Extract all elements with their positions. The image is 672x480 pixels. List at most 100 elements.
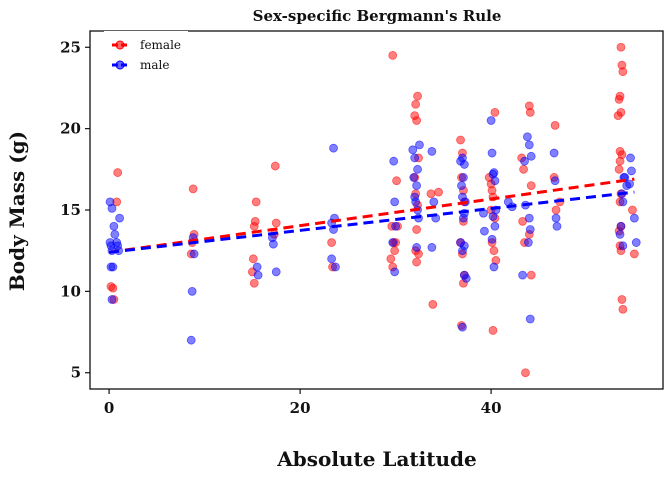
male-point-87 xyxy=(518,270,528,280)
male-point-80 xyxy=(524,140,534,150)
male-point-101 xyxy=(616,221,626,231)
male-point-19 xyxy=(253,270,263,280)
male-point-23 xyxy=(329,143,338,153)
male-point-45 xyxy=(427,147,437,156)
trend-line-male xyxy=(108,190,635,254)
female-point-40 xyxy=(412,257,422,267)
male-point-78 xyxy=(520,156,529,166)
male-point-32 xyxy=(388,238,398,247)
male-point-89 xyxy=(551,213,561,223)
female-point-15 xyxy=(270,161,280,171)
male-point-35 xyxy=(410,153,420,163)
x-axis-title: Absolute Latitude xyxy=(276,447,477,471)
male-point-74 xyxy=(487,234,497,244)
plot-frame xyxy=(89,30,664,390)
male-point-52 xyxy=(459,173,468,182)
male-point-81 xyxy=(526,151,536,161)
x-tick-label-0: 0 xyxy=(104,399,114,417)
y-tick-label-5: 5 xyxy=(71,364,81,382)
male-point-85 xyxy=(523,238,533,247)
male-point-27 xyxy=(327,254,337,264)
male-point-5 xyxy=(107,295,117,304)
female-point-4 xyxy=(113,168,123,177)
male-point-93 xyxy=(618,197,628,207)
male-point-22 xyxy=(271,267,281,277)
female-point-29 xyxy=(413,91,422,101)
male-point-46 xyxy=(429,197,439,207)
male-point-15 xyxy=(189,249,199,259)
male-point-38 xyxy=(412,181,422,190)
female-point-41 xyxy=(428,299,438,309)
y-tick-label-10: 10 xyxy=(60,282,81,300)
female-point-11 xyxy=(249,221,259,231)
female-point-30 xyxy=(411,99,421,109)
legend-marker-male xyxy=(115,60,125,70)
male-point-62 xyxy=(458,322,467,332)
male-point-65 xyxy=(480,226,489,236)
female-point-44 xyxy=(456,135,465,145)
y-tick-label-20: 20 xyxy=(60,120,81,138)
male-point-40 xyxy=(411,197,421,207)
y-tick-label-15: 15 xyxy=(60,201,81,219)
male-point-37 xyxy=(409,173,419,182)
legend-marker-female xyxy=(115,40,125,50)
plot-area: 0 20 40 5 10 15 20 25 xyxy=(60,30,664,417)
male-point-70 xyxy=(490,176,500,186)
male-point-88 xyxy=(550,176,560,186)
female-point-42 xyxy=(426,189,436,199)
male-point-17 xyxy=(186,335,196,345)
male-point-18 xyxy=(252,262,262,272)
female-point-72 xyxy=(525,107,535,117)
x-tick-label-40: 40 xyxy=(481,399,502,417)
female-point-26 xyxy=(392,176,401,186)
female-point-1 xyxy=(108,283,118,293)
male-point-100 xyxy=(626,153,635,163)
female-point-73 xyxy=(526,181,536,190)
male-point-7 xyxy=(107,203,117,213)
male-point-4 xyxy=(108,262,118,272)
male-point-16 xyxy=(187,286,197,296)
female-point-5 xyxy=(188,184,198,194)
male-point-57 xyxy=(459,213,468,223)
chart-title: Sex-specific Bergmann's Rule xyxy=(253,7,502,25)
female-point-37 xyxy=(412,225,422,234)
female-point-100 xyxy=(629,249,639,259)
male-point-48 xyxy=(427,243,437,252)
x-tick-label-20: 20 xyxy=(290,399,311,417)
y-axis-title: Body Mass (g) xyxy=(5,131,29,291)
male-point-84 xyxy=(525,225,535,234)
female-point-86 xyxy=(613,111,623,121)
male-point-8 xyxy=(109,221,119,231)
male-point-36 xyxy=(413,164,422,174)
legend-label-male: male xyxy=(140,58,169,72)
female-point-23 xyxy=(390,246,400,256)
female-point-9 xyxy=(251,197,261,207)
y-tick-label-25: 25 xyxy=(60,38,81,56)
female-point-89 xyxy=(615,156,625,166)
female-point-97 xyxy=(617,295,627,304)
female-point-14 xyxy=(249,278,259,288)
male-point-51 xyxy=(459,160,469,169)
male-point-97 xyxy=(625,179,634,189)
female-point-75 xyxy=(526,270,536,280)
female-point-99 xyxy=(628,205,637,215)
legend-label-female: female xyxy=(140,38,181,52)
female-point-18 xyxy=(327,238,337,247)
female-point-24 xyxy=(386,254,396,264)
female-point-63 xyxy=(490,107,500,117)
male-point-102 xyxy=(615,230,625,239)
male-point-43 xyxy=(412,243,422,252)
female-point-84 xyxy=(614,94,624,104)
series-female xyxy=(106,42,639,378)
male-point-21 xyxy=(268,239,278,249)
female-point-60 xyxy=(489,246,499,256)
female-point-98 xyxy=(618,304,628,314)
male-point-28 xyxy=(331,262,340,272)
male-point-34 xyxy=(408,145,418,155)
male-point-98 xyxy=(629,213,639,223)
male-point-9 xyxy=(110,230,120,239)
female-point-82 xyxy=(618,67,628,77)
male-point-90 xyxy=(552,221,562,231)
male-point-91 xyxy=(549,148,559,158)
